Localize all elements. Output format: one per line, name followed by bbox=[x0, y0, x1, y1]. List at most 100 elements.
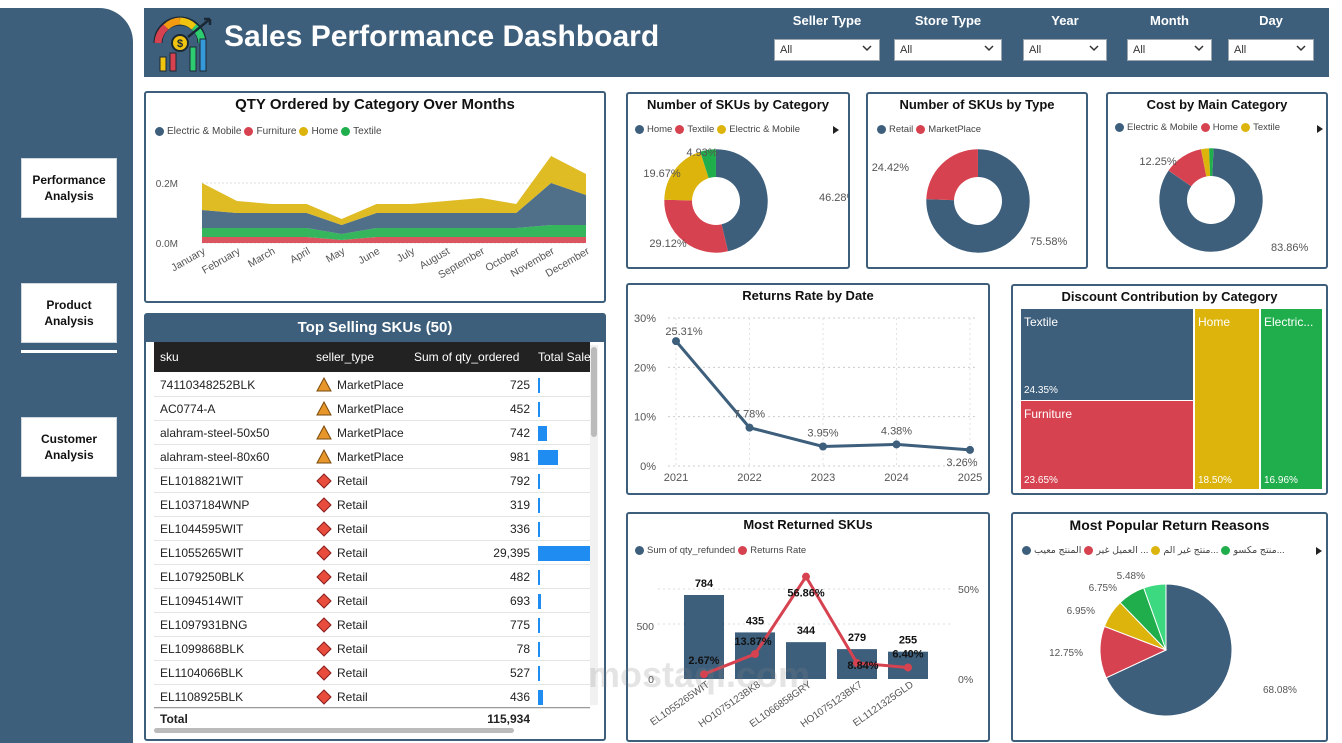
x-tick-label: 2022 bbox=[737, 472, 761, 484]
treemap-cell-furniture[interactable]: Furniture 23.65% bbox=[1021, 401, 1193, 489]
cell-sku: EL1094514WIT bbox=[160, 594, 244, 608]
table-row[interactable]: EL1044595WIT Retail 336 bbox=[154, 517, 590, 541]
total-sale-bar bbox=[538, 402, 540, 417]
line-point bbox=[966, 445, 974, 454]
triangle-warning-icon bbox=[316, 401, 332, 416]
cell-qty-ordered: 792 bbox=[509, 474, 530, 488]
cell-sku: EL1037184WNP bbox=[160, 498, 250, 512]
table-row[interactable]: alahram-steel-50x50 MarketPlace 742 bbox=[154, 421, 590, 445]
table-row[interactable]: EL1079250BLK Retail 482 bbox=[154, 565, 590, 589]
column-header-sku[interactable]: sku bbox=[160, 350, 179, 364]
table-row[interactable]: EL1097931BNG Retail 775 bbox=[154, 613, 590, 637]
nav-customer-analysis[interactable]: Customer Analysis bbox=[21, 417, 117, 477]
bar bbox=[786, 642, 826, 679]
table-row[interactable]: EL1099868BLK Retail 78 bbox=[154, 637, 590, 661]
treemap-cell-textile[interactable]: Textile 24.35% bbox=[1021, 309, 1193, 400]
pie-slice bbox=[1143, 583, 1167, 651]
legend-item: Textile bbox=[1253, 122, 1281, 133]
data-label: 19.67% bbox=[643, 168, 681, 180]
diamond-warning-icon bbox=[316, 665, 332, 681]
legend-item: Sum of qty_refunded bbox=[647, 545, 736, 556]
chart-legend: Electric & Mobile Home Textile bbox=[1112, 122, 1280, 133]
month-dropdown[interactable]: All bbox=[1127, 39, 1212, 61]
legend-item: Electric & Mobile bbox=[167, 126, 242, 137]
top-selling-skus-table: Top Selling SKUs (50) sku seller_type Su… bbox=[144, 313, 606, 741]
cell-sku: EL1104066BLK bbox=[160, 666, 244, 680]
table-row[interactable]: alahram-steel-80x60 MarketPlace 981 bbox=[154, 445, 590, 469]
table-row[interactable]: EL1094514WIT Retail 693 bbox=[154, 589, 590, 613]
seller-type-dropdown[interactable]: All bbox=[774, 39, 880, 61]
cell-qty-ordered: 775 bbox=[509, 618, 530, 632]
legend-next-icon[interactable] bbox=[1315, 546, 1323, 556]
data-label: 3.26% bbox=[946, 457, 977, 469]
triangle-warning-icon bbox=[316, 449, 332, 464]
legend-item: Returns Rate bbox=[750, 545, 807, 556]
y-tick-label: 0.2M bbox=[156, 179, 178, 190]
cell-seller-type: MarketPlace bbox=[337, 450, 404, 464]
y-tick-label: 0.0M bbox=[156, 239, 178, 250]
y2-tick-label: 50% bbox=[958, 584, 979, 596]
cell-qty-ordered: 78 bbox=[516, 642, 530, 656]
dropdown-value: All bbox=[900, 44, 913, 56]
vertical-scrollbar[interactable] bbox=[590, 345, 598, 705]
filter-label-day: Day bbox=[1259, 13, 1283, 28]
legend-item: Textile bbox=[687, 124, 715, 135]
chart-title: Number of SKUs by Category bbox=[646, 97, 830, 112]
total-sale-bar bbox=[538, 474, 541, 489]
scrollbar-thumb[interactable] bbox=[591, 347, 597, 437]
year-dropdown[interactable]: All bbox=[1023, 39, 1107, 61]
table-row[interactable]: EL1055265WIT Retail 29,395 bbox=[154, 541, 590, 565]
donut-chart: 83.86% 12.25% bbox=[1139, 148, 1309, 254]
legend-item: Electric & Mobile bbox=[1127, 122, 1198, 133]
data-label: 8.84% bbox=[847, 660, 878, 672]
table-header: sku seller_type Sum of qty_ordered Total… bbox=[154, 342, 591, 372]
line-point bbox=[745, 423, 754, 432]
table-row[interactable]: 74110348252BLK MarketPlace 725 bbox=[154, 373, 590, 397]
data-label: 13.87% bbox=[734, 636, 772, 648]
x-tick-label: March bbox=[246, 245, 277, 270]
treemap-cell-electric[interactable]: Electric... 16.96% bbox=[1261, 309, 1322, 489]
column-header-qty-ordered[interactable]: Sum of qty_ordered bbox=[414, 350, 520, 364]
cell-seller-type: Retail bbox=[337, 522, 368, 536]
table-row[interactable]: EL1018821WIT Retail 792 bbox=[154, 469, 590, 493]
column-header-seller-type[interactable]: seller_type bbox=[316, 350, 375, 364]
donut-chart: 46.28% 29.12% 19.67% 4.93% bbox=[643, 147, 848, 253]
cell-sku: 74110348252BLK bbox=[160, 378, 256, 392]
donut-slice-marketplace bbox=[926, 149, 979, 202]
header-bar: $ Sales Performance Dashboard Seller Typ… bbox=[144, 8, 1329, 77]
table-row[interactable]: EL1037184WNP Retail 319 bbox=[154, 493, 590, 517]
total-sale-bar bbox=[538, 378, 540, 393]
svg-text:$: $ bbox=[177, 38, 183, 50]
treemap-cell-home[interactable]: Home 18.50% bbox=[1195, 309, 1259, 489]
donut-hole bbox=[1187, 176, 1235, 224]
line-point bbox=[904, 663, 912, 672]
table-row[interactable]: EL1104066BLK Retail 527 bbox=[154, 661, 590, 685]
diamond-warning-icon bbox=[316, 521, 332, 537]
data-label: 25.31% bbox=[665, 326, 703, 338]
diamond-warning-icon bbox=[316, 497, 332, 513]
cell-label: Textile bbox=[1024, 315, 1059, 329]
chevron-down-icon bbox=[862, 45, 872, 52]
legend-next-icon[interactable] bbox=[832, 125, 840, 135]
area-series-home bbox=[202, 156, 586, 225]
day-dropdown[interactable]: All bbox=[1228, 39, 1314, 61]
bar-label: 435 bbox=[746, 615, 764, 627]
cell-seller-type: Retail bbox=[337, 594, 368, 608]
line-point bbox=[672, 337, 680, 346]
legend-next-icon[interactable] bbox=[1316, 124, 1324, 134]
column-header-total-sale[interactable]: Total Sale bbox=[538, 350, 591, 364]
horizontal-scrollbar[interactable] bbox=[154, 728, 514, 733]
return-reasons-panel: Most Popular Return Reasons المنتج معيب … bbox=[1011, 512, 1328, 742]
chart-legend: Retail MarketPlace bbox=[874, 124, 981, 135]
nav-performance-analysis[interactable]: Performance Analysis bbox=[21, 158, 117, 218]
dropdown-value: All bbox=[1029, 44, 1042, 56]
donut-slice-home bbox=[1168, 149, 1208, 189]
nav-product-analysis[interactable]: Product Analysis bbox=[21, 283, 117, 343]
table-row[interactable]: AC0774-A MarketPlace 452 bbox=[154, 397, 590, 421]
data-label: 2.67% bbox=[688, 655, 719, 667]
table-row[interactable]: EL1108925BLK Retail 436 bbox=[154, 685, 590, 709]
store-type-dropdown[interactable]: All bbox=[894, 39, 1002, 61]
total-sale-bar bbox=[538, 522, 540, 537]
filter-label-store-type: Store Type bbox=[914, 13, 982, 28]
legend-item: MarketPlace bbox=[928, 124, 982, 135]
